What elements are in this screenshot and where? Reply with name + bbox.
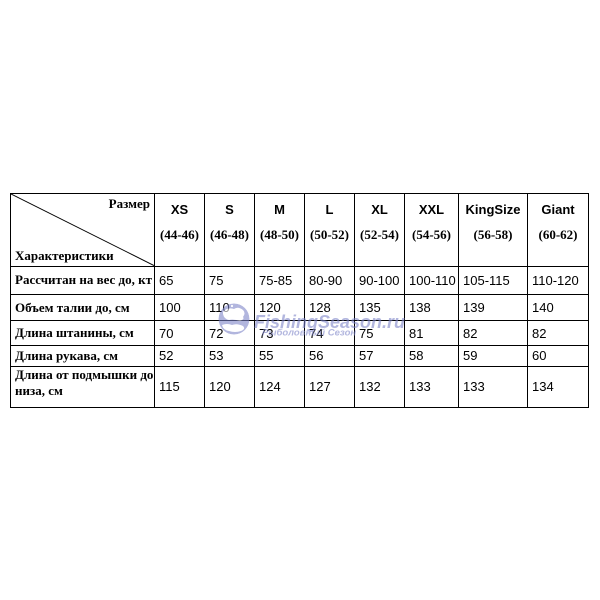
svg-text:Рыболовный Сезон: Рыболовный Сезон (262, 328, 356, 339)
